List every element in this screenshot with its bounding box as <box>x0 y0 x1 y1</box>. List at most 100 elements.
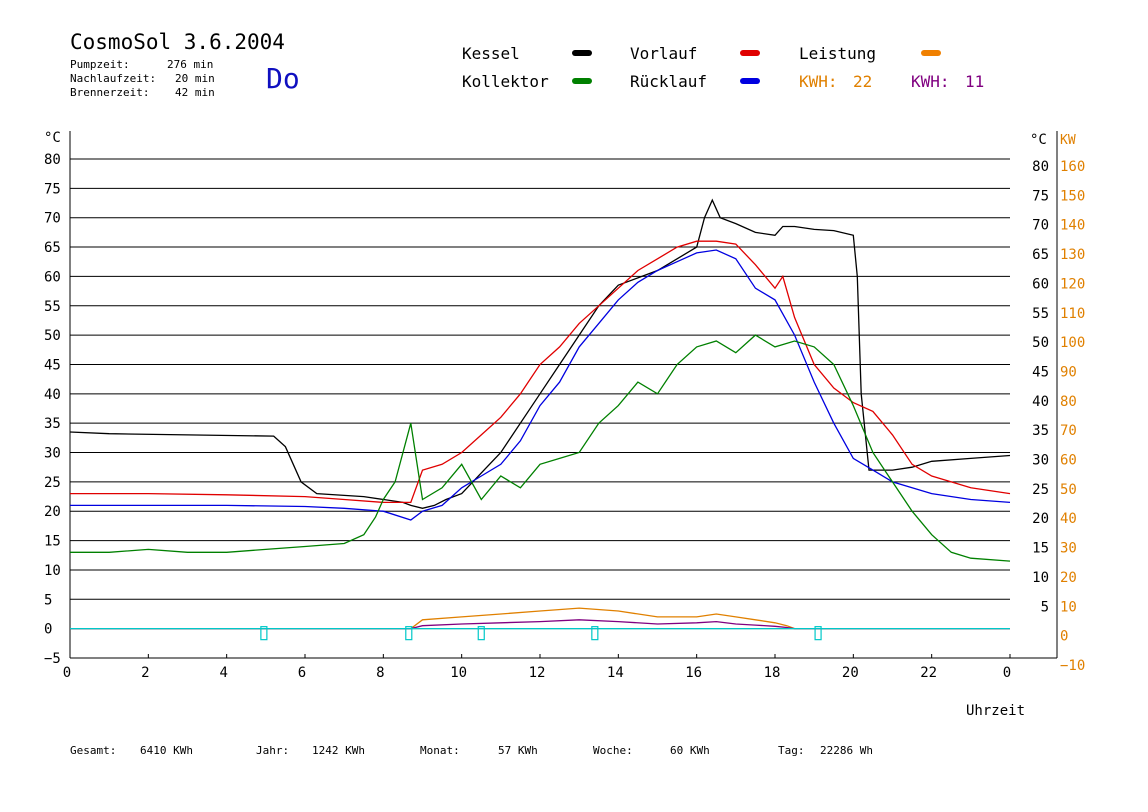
series-line-leistung <box>70 607 1010 630</box>
footer-monat-value: 57 KWh <box>498 744 538 757</box>
y-tick-label-power: 10 <box>1060 599 1077 615</box>
y-tick-label-right: 10 <box>1032 570 1049 586</box>
y-tick-label-power: 90 <box>1060 364 1077 380</box>
y-tick-label-power: 70 <box>1060 423 1077 439</box>
y-tick-label-right: 30 <box>1032 453 1049 469</box>
y-tick-label-right: 55 <box>1032 306 1049 322</box>
y-tick-label-left: 80 <box>44 152 61 168</box>
series-lines <box>69 198 1011 630</box>
y-tick-label-left: 65 <box>44 240 61 256</box>
footer-woche-value: 60 KWh <box>670 744 710 757</box>
info-value-pumpzeit: 276 min <box>167 58 214 71</box>
x-axis-label: Uhrzeit <box>966 703 1025 719</box>
y-tick-label-right: 50 <box>1032 335 1049 351</box>
footer-woche-label: Woche: <box>593 744 633 757</box>
info-value-brennerzeit: 42 min <box>175 86 215 99</box>
y-tick-label-power: 60 <box>1060 453 1077 469</box>
x-tick-label: 22 <box>920 665 937 681</box>
legend-kwh-orange-value: 22 <box>853 72 873 91</box>
legend-kessel-swatch <box>572 50 592 56</box>
y-tick-label-power: 140 <box>1060 218 1085 234</box>
pump-marker <box>814 626 822 641</box>
x-tick-label: 0 <box>63 665 71 681</box>
footer-jahr-value: 1242 KWh <box>312 744 365 757</box>
chart-title: CosmoSol 3.6.2004 <box>70 30 285 54</box>
footer-gesamt-value: 6410 KWh <box>140 744 193 757</box>
y-tick-label-left: 45 <box>44 357 61 373</box>
footer-monat-label: Monat: <box>420 744 460 757</box>
footer-tag-value: 22286 Wh <box>820 744 873 757</box>
y-tick-label-right: 25 <box>1032 482 1049 498</box>
y-tick-label-power: 20 <box>1060 570 1077 586</box>
y-tick-label-left: 15 <box>44 534 61 550</box>
y-tick-label-right: 20 <box>1032 511 1049 527</box>
y-tick-label-power: 160 <box>1060 159 1085 175</box>
y-tick-label-power: 130 <box>1060 247 1085 263</box>
legend-kwh-orange-label: KWH: <box>799 72 838 91</box>
axes <box>69 131 1058 659</box>
y-unit-right: °C <box>1030 132 1047 148</box>
y-tick-label-power: 30 <box>1060 541 1077 557</box>
y-tick-label-left: 75 <box>44 181 61 197</box>
x-tick-label: 10 <box>450 665 467 681</box>
y-tick-label-left: 35 <box>44 416 61 432</box>
y-tick-label-power: 110 <box>1060 306 1085 322</box>
legend-kollektor-swatch <box>572 78 592 84</box>
series-line-leistung-2 <box>70 619 1010 630</box>
footer-tag-label: Tag: <box>778 744 805 757</box>
y-tick-label-power: 50 <box>1060 482 1077 498</box>
y-tick-label-left: 5 <box>44 592 52 608</box>
legend-leistung-swatch <box>921 50 941 56</box>
weekday-label: Do <box>266 62 300 95</box>
legend-ruecklauf-label: Rücklauf <box>630 72 708 91</box>
y-tick-label-right: 15 <box>1032 541 1049 557</box>
y-tick-label-left: 60 <box>44 269 61 285</box>
y-tick-label-right: 35 <box>1032 423 1049 439</box>
legend-kwh-purple-label: KWH: <box>911 72 950 91</box>
legend-leistung-label: Leistung <box>799 44 877 63</box>
pump-marker <box>477 626 485 641</box>
pump-markers <box>260 626 822 641</box>
series-line-vorlauf <box>70 240 1011 504</box>
y-tick-label-power: 80 <box>1060 394 1077 410</box>
y-tick-label-left: 50 <box>44 328 61 344</box>
y-tick-label-left: 0 <box>44 622 52 638</box>
y-tick-label-right: 70 <box>1032 218 1049 234</box>
y-tick-label-left: 10 <box>44 563 61 579</box>
info-label-brennerzeit: Brennerzeit: <box>70 86 150 99</box>
legend-vorlauf-label: Vorlauf <box>630 44 698 63</box>
y-tick-label-right: 45 <box>1032 364 1049 380</box>
y-tick-label-power: 150 <box>1060 188 1085 204</box>
y-unit-power: KW <box>1060 133 1076 148</box>
y-tick-label-right: 40 <box>1032 394 1049 410</box>
series-line-rücklauf <box>70 249 1011 521</box>
legend-kessel-label: Kessel <box>462 44 520 63</box>
pump-marker <box>260 626 268 641</box>
x-tick-label: 6 <box>298 665 306 681</box>
tick-labels: 80757065605550454035302520151050−5807570… <box>44 130 1085 719</box>
y-tick-label-left: 70 <box>44 211 61 227</box>
x-tick-label: 2 <box>141 665 149 681</box>
series-line-kollektor <box>70 334 1011 562</box>
x-tick-label: 12 <box>529 665 546 681</box>
x-tick-label: 14 <box>607 665 624 681</box>
pump-marker <box>405 626 413 641</box>
y-tick-label-left: 25 <box>44 475 61 491</box>
y-tick-label-right: 65 <box>1032 247 1049 263</box>
y-tick-label-right: 60 <box>1032 276 1049 292</box>
y-tick-label-power: 40 <box>1060 511 1077 527</box>
y-tick-label-right: 75 <box>1032 188 1049 204</box>
x-tick-label: 8 <box>376 665 384 681</box>
x-tick-label: 0 <box>1003 665 1011 681</box>
legend-vorlauf-swatch <box>740 50 760 56</box>
series-line-kessel <box>69 198 1011 509</box>
y-tick-label-power: 100 <box>1060 335 1085 351</box>
y-tick-label-left: 55 <box>44 299 61 315</box>
y-tick-label-power: 120 <box>1060 276 1085 292</box>
y-tick-label-left: −5 <box>44 651 61 667</box>
y-tick-label-left: 20 <box>44 504 61 520</box>
x-tick-label: 4 <box>219 665 227 681</box>
y-tick-label-power: −10 <box>1060 658 1085 674</box>
pump-marker <box>591 626 599 641</box>
